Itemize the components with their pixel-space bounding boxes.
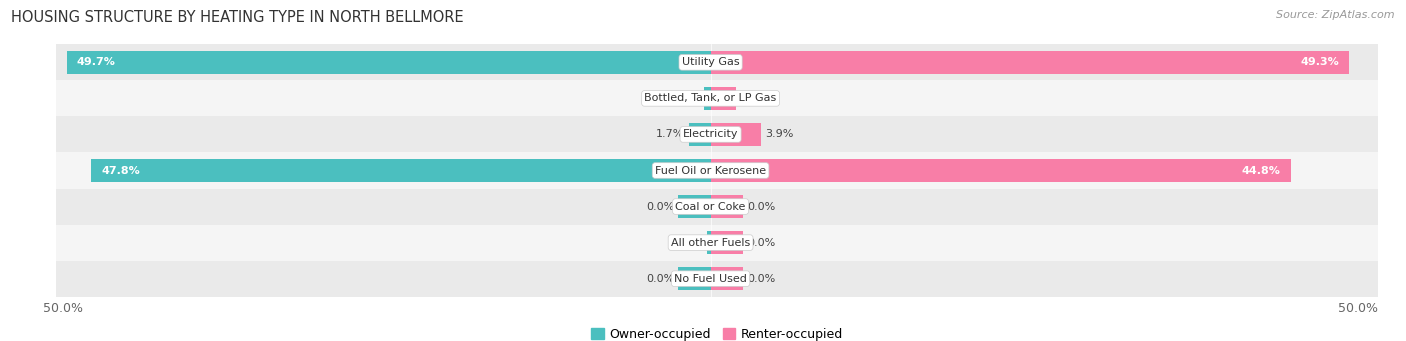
Text: 0.0%: 0.0%	[747, 238, 775, 248]
Bar	[710, 123, 761, 146]
Text: Utility Gas: Utility Gas	[682, 57, 740, 68]
Bar	[66, 51, 710, 74]
Text: 0.3%: 0.3%	[675, 238, 703, 248]
Text: 0.0%: 0.0%	[645, 273, 675, 284]
Text: 49.7%: 49.7%	[77, 57, 115, 68]
Bar	[710, 195, 742, 218]
Bar	[56, 116, 1378, 152]
Bar	[710, 87, 737, 109]
Text: 47.8%: 47.8%	[101, 165, 141, 176]
Bar	[689, 123, 710, 146]
Bar	[56, 225, 1378, 261]
Bar	[91, 159, 710, 182]
Text: Fuel Oil or Kerosene: Fuel Oil or Kerosene	[655, 165, 766, 176]
Bar	[710, 232, 742, 254]
Legend: Owner-occupied, Renter-occupied: Owner-occupied, Renter-occupied	[586, 323, 848, 341]
Text: Bottled, Tank, or LP Gas: Bottled, Tank, or LP Gas	[644, 93, 776, 103]
Bar	[678, 195, 710, 218]
Bar	[56, 80, 1378, 116]
Text: 2.0%: 2.0%	[741, 93, 769, 103]
Bar	[710, 51, 1350, 74]
Bar	[56, 44, 1378, 80]
Text: Source: ZipAtlas.com: Source: ZipAtlas.com	[1277, 10, 1395, 20]
Text: 0.0%: 0.0%	[747, 273, 775, 284]
Bar	[56, 152, 1378, 189]
Bar	[56, 189, 1378, 225]
Bar	[710, 159, 1291, 182]
Text: 1.7%: 1.7%	[657, 130, 685, 139]
Bar	[678, 267, 710, 290]
Bar	[704, 87, 710, 109]
Bar	[56, 261, 1378, 297]
Text: Electricity: Electricity	[683, 130, 738, 139]
Text: No Fuel Used: No Fuel Used	[673, 273, 747, 284]
Bar	[710, 267, 742, 290]
Text: 49.3%: 49.3%	[1301, 57, 1339, 68]
Text: HOUSING STRUCTURE BY HEATING TYPE IN NORTH BELLMORE: HOUSING STRUCTURE BY HEATING TYPE IN NOR…	[11, 10, 464, 25]
Text: 0.0%: 0.0%	[645, 202, 675, 211]
Bar	[707, 232, 710, 254]
Text: Coal or Coke: Coal or Coke	[675, 202, 745, 211]
Text: 3.9%: 3.9%	[765, 130, 793, 139]
Text: All other Fuels: All other Fuels	[671, 238, 751, 248]
Text: 0.0%: 0.0%	[747, 202, 775, 211]
Text: 44.8%: 44.8%	[1241, 165, 1281, 176]
Text: 0.48%: 0.48%	[665, 93, 700, 103]
